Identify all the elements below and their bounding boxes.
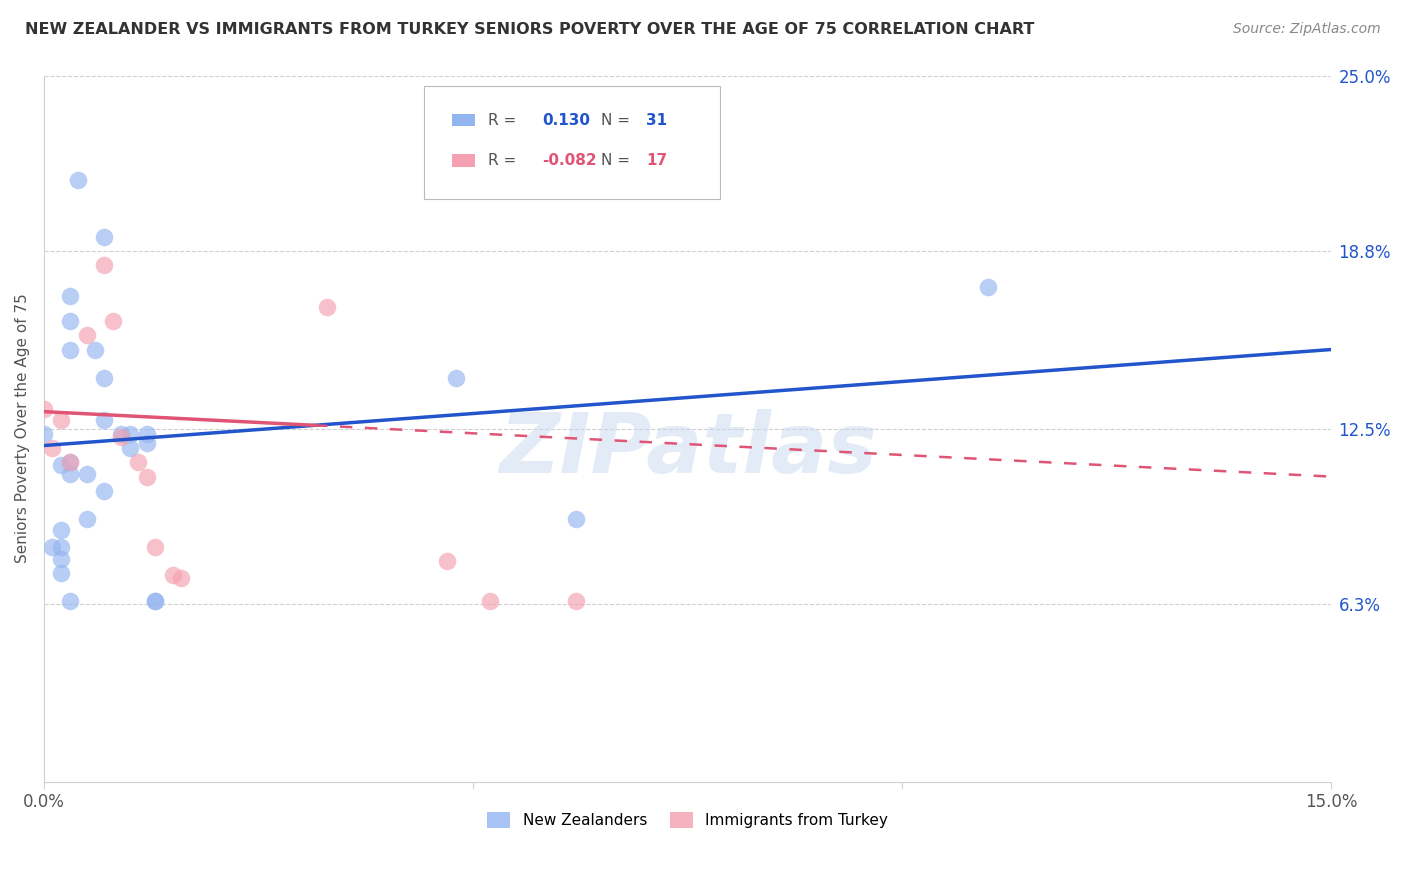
Point: [93, 413, 115, 427]
Text: 31: 31: [647, 112, 668, 128]
Text: -0.082: -0.082: [543, 153, 596, 168]
Point: [145, 594, 167, 608]
Point: [49, 413, 72, 427]
Point: [49, 458, 72, 473]
Point: [162, 568, 184, 582]
Text: NEW ZEALANDER VS IMMIGRANTS FROM TURKEY SENIORS POVERTY OVER THE AGE OF 75 CORRE: NEW ZEALANDER VS IMMIGRANTS FROM TURKEY …: [25, 22, 1035, 37]
Point: [49, 566, 72, 580]
FancyBboxPatch shape: [453, 154, 475, 167]
Point: [977, 280, 1000, 294]
Point: [145, 594, 167, 608]
Point: [59, 455, 82, 469]
Point: [110, 430, 132, 444]
Text: 0.130: 0.130: [543, 112, 591, 128]
Text: N =: N =: [602, 153, 636, 168]
Point: [135, 469, 157, 483]
Point: [118, 442, 141, 456]
Point: [444, 370, 467, 384]
Text: R =: R =: [488, 153, 522, 168]
Point: [59, 594, 82, 608]
Point: [93, 258, 115, 272]
Point: [59, 467, 82, 481]
Point: [76, 467, 98, 481]
Text: ZIPatlas: ZIPatlas: [499, 409, 876, 491]
Point: [41, 540, 63, 554]
Text: 17: 17: [647, 153, 668, 168]
Point: [93, 483, 115, 498]
Point: [49, 540, 72, 554]
Point: [316, 300, 339, 314]
Point: [93, 229, 115, 244]
Point: [93, 370, 115, 384]
Point: [565, 594, 588, 608]
Point: [170, 571, 193, 585]
Point: [135, 435, 157, 450]
Point: [67, 173, 90, 187]
Point: [479, 594, 502, 608]
Text: Source: ZipAtlas.com: Source: ZipAtlas.com: [1233, 22, 1381, 37]
Point: [32, 427, 55, 442]
FancyBboxPatch shape: [453, 113, 475, 127]
Text: N =: N =: [602, 112, 636, 128]
Y-axis label: Seniors Poverty Over the Age of 75: Seniors Poverty Over the Age of 75: [15, 293, 30, 564]
Point: [145, 540, 167, 554]
Point: [49, 551, 72, 566]
Point: [84, 343, 107, 357]
Point: [76, 328, 98, 343]
Point: [436, 554, 458, 568]
Point: [49, 523, 72, 537]
Point: [135, 427, 157, 442]
Point: [59, 343, 82, 357]
Point: [127, 455, 149, 469]
Point: [76, 512, 98, 526]
Point: [101, 314, 124, 328]
Point: [565, 512, 588, 526]
Point: [32, 401, 55, 416]
Point: [118, 427, 141, 442]
FancyBboxPatch shape: [423, 87, 720, 199]
Point: [110, 427, 132, 442]
Point: [59, 314, 82, 328]
Text: R =: R =: [488, 112, 522, 128]
Point: [59, 455, 82, 469]
Point: [59, 289, 82, 303]
Legend: New Zealanders, Immigrants from Turkey: New Zealanders, Immigrants from Turkey: [481, 805, 894, 834]
Point: [41, 442, 63, 456]
